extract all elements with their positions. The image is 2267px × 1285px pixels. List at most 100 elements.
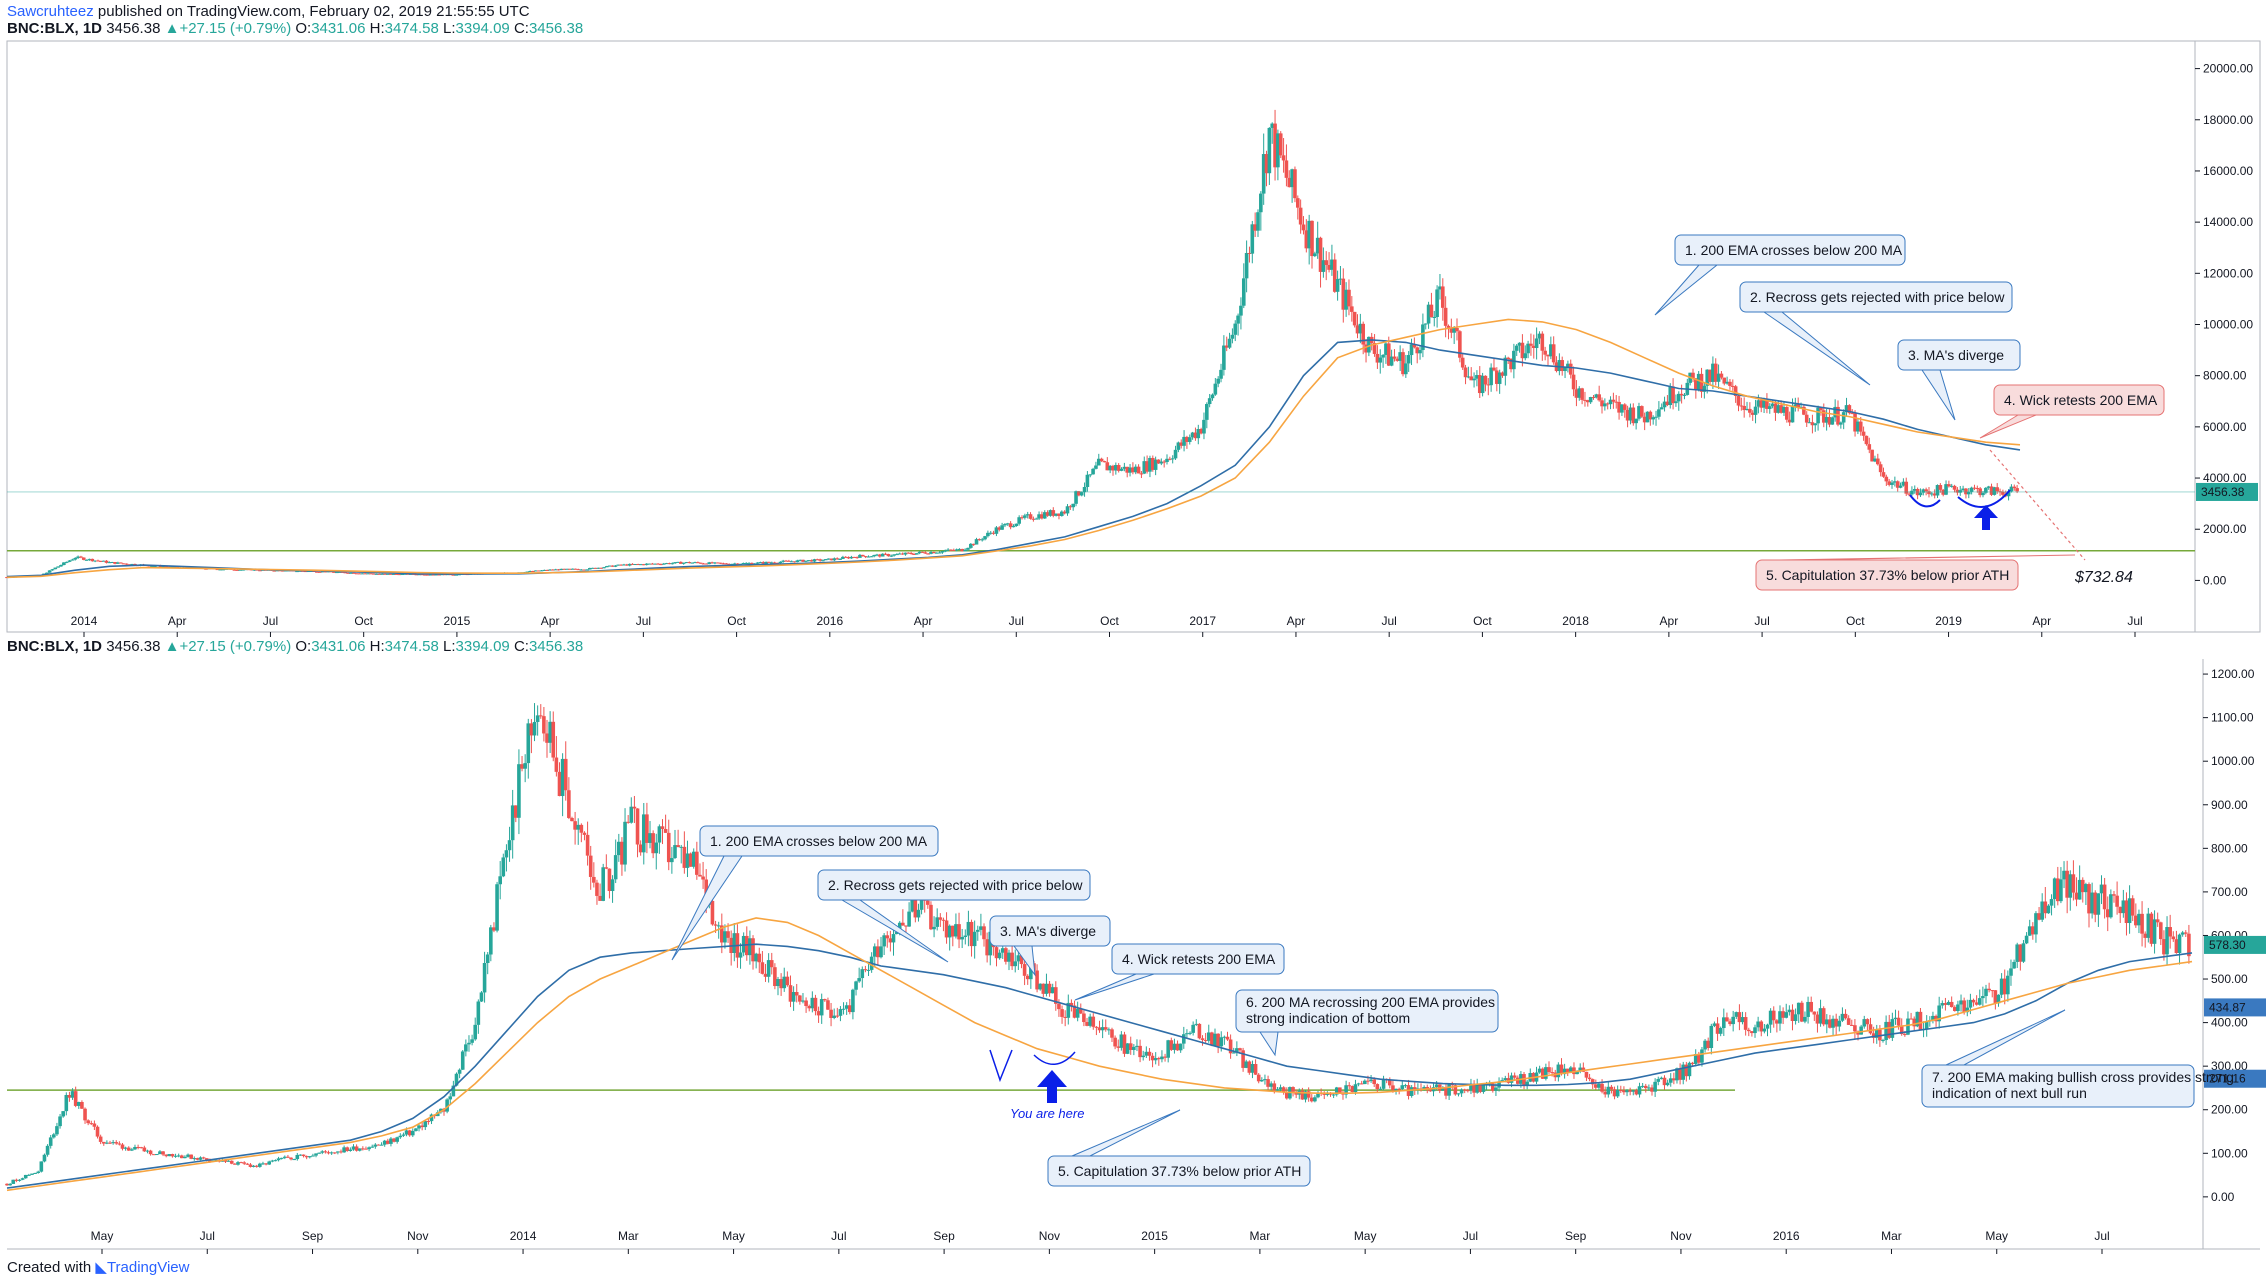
candle-body [1358,323,1363,334]
candle-body [323,1151,328,1153]
candle-body [1932,493,1937,496]
candle-body [988,532,993,534]
candle-body [1477,375,1482,394]
candle-body [1256,212,1260,231]
candle-body [2046,905,2051,914]
candle-body [1050,987,1055,994]
callout-text: 5. Capitulation 37.73% below prior ATH [1058,1163,1301,1179]
candle-body [1828,1019,1832,1028]
footer-brand[interactable]: TradingView [106,1259,190,1276]
candle-body [1110,1029,1114,1038]
callout-text: 3. MA's diverge [1000,923,1096,939]
candle-body [1247,252,1252,254]
chart-panel-top: 20000.00 18000.00 16000.00 14000.00 12000.00… [5,40,2261,637]
candle-body [599,567,604,569]
candle-body [1125,466,1130,473]
candle-body [2146,913,2151,938]
candle-body [1537,1068,1542,1073]
candle-body [1378,1088,1383,1090]
candle-body [306,571,311,573]
candle-body [59,565,63,567]
candle-body [592,876,596,883]
candle-body [835,558,840,560]
candle-body [1594,1084,1598,1088]
candle-body [1771,1010,1776,1021]
candle-body [1962,1000,1966,1013]
candle-body [1459,1089,1464,1094]
candle-body [960,937,964,940]
candle-body [1272,1083,1277,1091]
candle-body [1759,400,1764,408]
candle-body [1509,358,1513,370]
candle-body [267,1161,272,1165]
candle-body [1082,486,1087,493]
candle-body [337,571,342,573]
candle-body [1961,488,1965,491]
candle-body [523,763,527,769]
author-link[interactable]: Sawcruhteez [7,3,94,20]
candle-body [601,867,605,901]
candle-body [1659,1077,1664,1080]
candle-body [579,569,584,571]
candle-body [454,1073,459,1086]
candle-body [1559,1064,1564,1075]
candle-body [1085,474,1090,487]
candle-body [280,570,285,572]
candle-body [573,568,578,570]
candle-body [186,1154,190,1157]
ema-tag: 271.16 [2209,1072,2246,1086]
candle-body [872,555,876,557]
candle-body [534,570,538,572]
callout-pointer [1259,1031,1279,1057]
candle-body [949,549,953,551]
candle-body [557,771,562,797]
candle-body [596,567,601,569]
candle-body [1762,399,1766,408]
candle-body [824,559,828,561]
candle-body [248,1164,253,1167]
candle-body [1469,376,1474,381]
candle-body [1681,1064,1686,1080]
candle-body [1003,524,1007,526]
candle-body [104,560,109,563]
candle-body [55,1126,59,1135]
candle-body [61,1111,65,1117]
candle-body [245,1163,250,1165]
candle-body [1303,1091,1308,1100]
candle-body [776,979,780,987]
candle-body [963,549,967,552]
candle-body [98,1136,103,1142]
candle-body [570,568,575,570]
candle-body [1634,418,1638,424]
candle-body [332,571,336,573]
candle-body [2065,870,2069,898]
x-tick-label: Apr [168,614,187,628]
candle-body [1244,1061,1249,1068]
candle-body [1966,491,1971,495]
candle-body [1608,399,1613,405]
candle-body [1654,416,1658,418]
candle-body [133,1146,137,1150]
candle-body [1676,393,1681,402]
candle-body [1858,421,1863,432]
candle-body [242,1162,247,1164]
x-tick-label: May [1354,1229,1377,1243]
candle-body [1964,488,1968,495]
candle-body [1878,464,1883,473]
legend-symbol: BNC:BLX, 1D [7,20,103,37]
candle-body [2165,927,2169,955]
candle-body [373,1144,378,1147]
candle-body [133,563,137,566]
candle-body [551,721,556,758]
candle-body [383,573,387,575]
candle-body [1934,1015,1938,1022]
candle-body [1298,207,1303,225]
candle-body [371,573,376,575]
candle-body [1628,407,1633,421]
candle-body [2115,895,2119,907]
candle-body [1571,374,1576,390]
candle-body [192,1158,197,1160]
candle-body [804,1000,808,1007]
candle-body [301,1154,306,1157]
